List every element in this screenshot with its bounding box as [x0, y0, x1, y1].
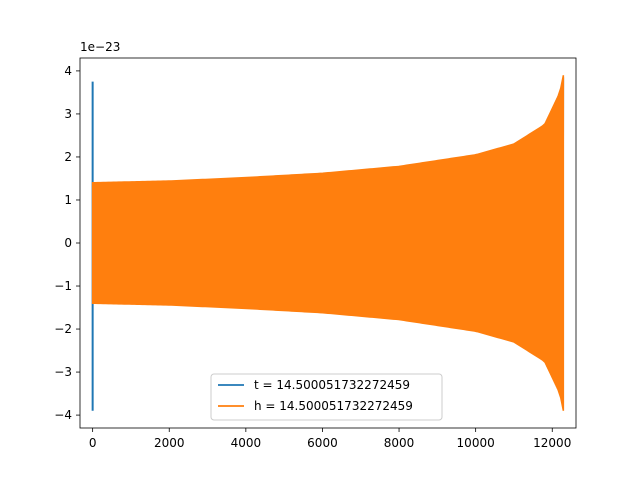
x-tick-label: 8000	[384, 436, 415, 450]
legend: t = 14.500051732272459 h = 14.5000517322…	[210, 373, 443, 421]
y-tick-label: 2	[64, 150, 72, 164]
legend-label-h: h = 14.500051732272459	[254, 399, 413, 413]
axis-ticks: 0 2000 4000 6000 8000 10000 12000 −4 −3 −2 −1 0 1 2 3 4	[54, 64, 571, 450]
y-tick-label: −3	[54, 365, 72, 379]
y-offset-label: 1e−23	[80, 40, 120, 54]
legend-box	[210, 373, 443, 421]
plot-area	[91, 75, 565, 411]
y-tick-label: 4	[64, 64, 72, 78]
x-tick-label: 12000	[533, 436, 571, 450]
x-tick-label: 2000	[154, 436, 185, 450]
y-tick-label: −1	[54, 279, 72, 293]
legend-label-t: t = 14.500051732272459	[254, 378, 410, 392]
y-tick-label: 0	[64, 236, 72, 250]
series-h-area	[91, 75, 565, 411]
x-tick-label: 0	[89, 436, 97, 450]
x-tick-label: 10000	[457, 436, 495, 450]
y-tick-label: −4	[54, 408, 72, 422]
y-tick-label: −2	[54, 322, 72, 336]
x-tick-label: 4000	[231, 436, 262, 450]
y-tick-label: 3	[64, 107, 72, 121]
x-tick-label: 6000	[307, 436, 338, 450]
y-tick-label: 1	[64, 193, 72, 207]
